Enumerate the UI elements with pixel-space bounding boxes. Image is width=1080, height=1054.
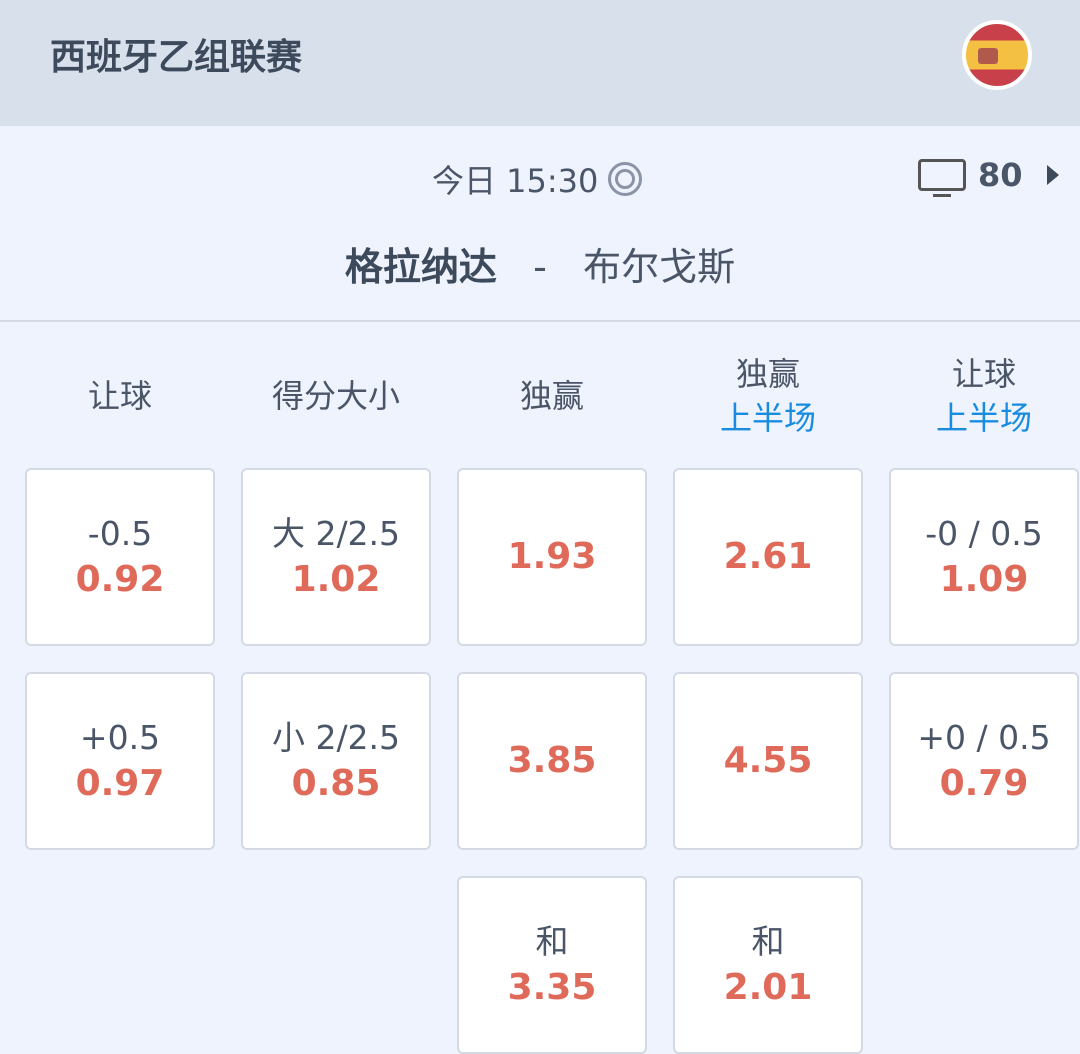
more-markets-button[interactable]: 80 (918, 156, 1059, 197)
column-subtitle: 上半场 (935, 399, 1032, 437)
odds-value: 1.93 (507, 536, 597, 577)
column-header: 让球 上半场 (889, 352, 1079, 440)
odds-value: 2.01 (723, 967, 813, 1008)
odds-label: +0 / 0.5 (917, 718, 1051, 757)
team-separator: - (533, 245, 547, 289)
odds-label: 小 2/2.5 (271, 718, 401, 757)
odds-button[interactable]: -0 / 0.5 1.09 (889, 468, 1079, 646)
odds-label: -0 / 0.5 (925, 514, 1043, 553)
odds-value: 0.97 (75, 763, 165, 804)
match-teams: 格拉纳达 - 布尔戈斯 (0, 236, 1080, 291)
odds-label: +0.5 (79, 718, 161, 757)
odds-value: 0.92 (75, 559, 165, 600)
odds-button[interactable]: +0 / 0.5 0.79 (889, 672, 1079, 850)
tv-icon (918, 159, 966, 197)
odds-value: 2.61 (723, 536, 813, 577)
kickoff-time: 今日 15:30 (432, 162, 599, 200)
odds-button[interactable]: 和 2.01 (673, 876, 863, 1054)
odds-label: 和 (751, 922, 785, 961)
odds-button[interactable]: 3.85 (457, 672, 647, 850)
odds-value: 3.85 (507, 740, 597, 781)
match-time: 今日 15:30 (432, 156, 643, 202)
odds-label: -0.5 (87, 514, 153, 553)
odds-value: 1.09 (939, 559, 1029, 600)
column-header: 得分大小 (241, 374, 431, 418)
odds-value: 1.02 (291, 559, 381, 600)
column-title: 让球 (87, 377, 152, 415)
column-header: 独赢 上半场 (673, 352, 863, 440)
column-title: 让球 (951, 355, 1016, 393)
odds-button[interactable]: 大 2/2.5 1.02 (241, 468, 431, 646)
column-title: 独赢 (735, 355, 800, 393)
league-title: 西班牙乙组联赛 (50, 37, 303, 78)
odds-button[interactable]: -0.5 0.92 (25, 468, 215, 646)
market-count: 80 (978, 156, 1023, 194)
header: 西班牙乙组联赛 (0, 0, 1080, 126)
divider (0, 320, 1080, 322)
live-target-icon[interactable] (608, 162, 643, 196)
odds-label: 和 (535, 922, 569, 961)
column-header: 独赢 (457, 374, 647, 418)
odds-button[interactable]: 2.61 (673, 468, 863, 646)
column-title: 得分大小 (271, 377, 400, 415)
home-team: 格拉纳达 (344, 245, 497, 289)
odds-button[interactable]: 小 2/2.5 0.85 (241, 672, 431, 850)
odds-value: 0.85 (291, 763, 381, 804)
odds-value: 3.35 (507, 967, 597, 1008)
column-subtitle: 上半场 (719, 399, 816, 437)
spain-flag-icon (962, 20, 1032, 90)
odds-label: 大 2/2.5 (271, 514, 401, 553)
column-header: 让球 (25, 374, 215, 418)
odds-value: 4.55 (723, 740, 813, 781)
chevron-right-icon (1046, 165, 1059, 185)
odds-button[interactable]: 和 3.35 (457, 876, 647, 1054)
odds-value: 0.79 (939, 763, 1029, 804)
column-title: 独赢 (519, 377, 584, 415)
odds-button[interactable]: 4.55 (673, 672, 863, 850)
away-team: 布尔戈斯 (583, 245, 736, 289)
odds-button[interactable]: 1.93 (457, 468, 647, 646)
odds-button[interactable]: +0.5 0.97 (25, 672, 215, 850)
